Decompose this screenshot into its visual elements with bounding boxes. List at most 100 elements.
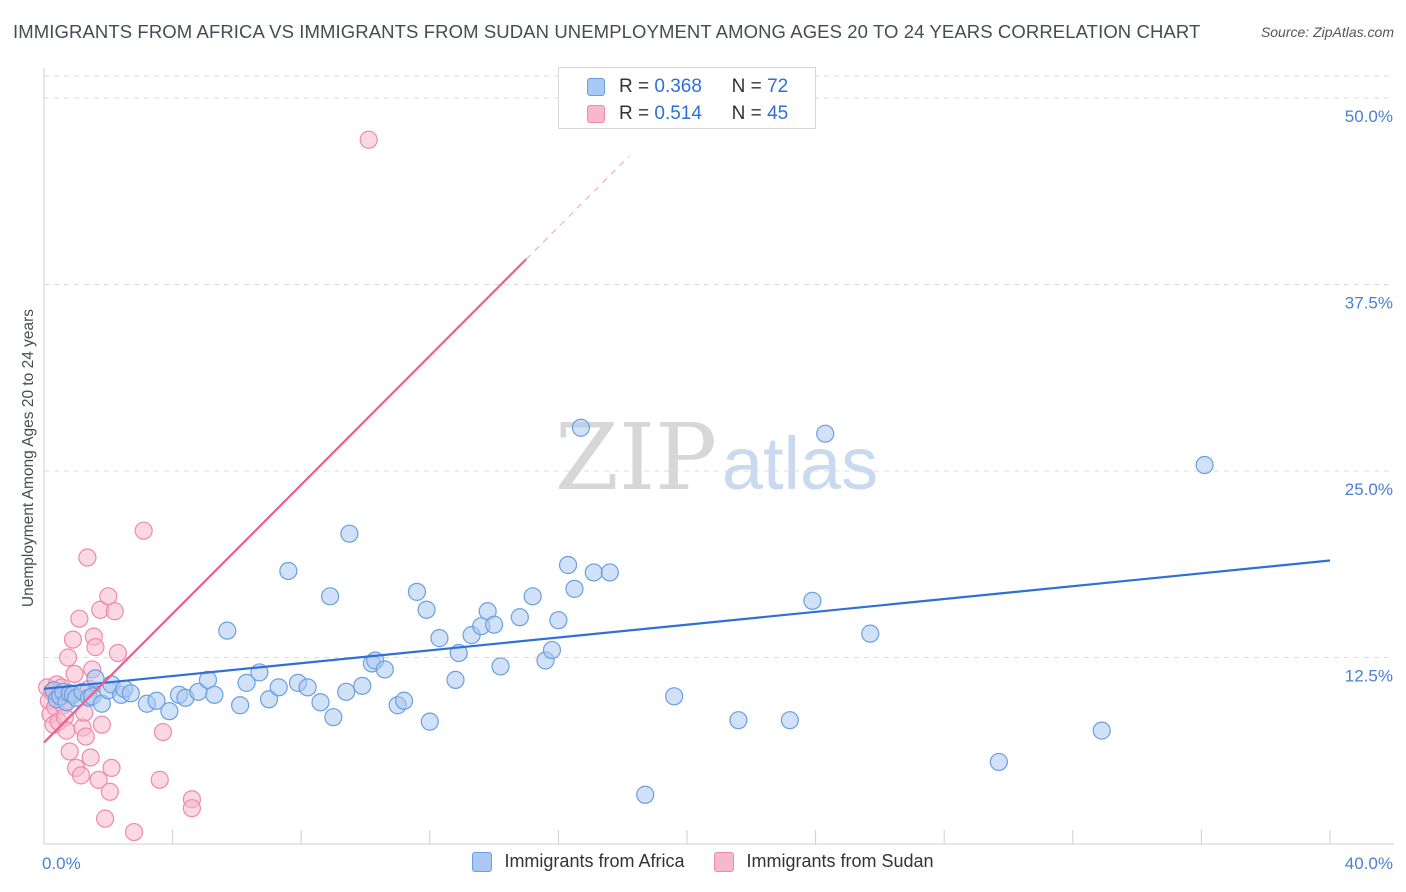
sudan-point xyxy=(63,630,83,649)
legend-label-sudan: Immigrants from Sudan xyxy=(746,851,934,871)
africa-point xyxy=(269,678,288,697)
africa-point xyxy=(259,690,279,709)
sudan-point xyxy=(124,822,144,842)
africa-point xyxy=(665,687,684,706)
africa-point xyxy=(340,524,359,543)
legend-r-value-africa: 0.368 xyxy=(654,76,702,97)
africa-point xyxy=(430,629,449,648)
legend-n-label: N = xyxy=(731,76,762,97)
africa-point xyxy=(321,587,340,606)
series-legend: Immigrants from Africa Immigrants from S… xyxy=(0,851,1406,872)
sudan-point xyxy=(153,722,173,742)
africa-point xyxy=(237,673,256,692)
africa-point xyxy=(816,424,835,443)
africa-point xyxy=(549,611,568,630)
legend-swatch-sudan xyxy=(714,851,735,872)
trend-line-africa xyxy=(43,559,1331,690)
trend-lines xyxy=(43,155,1331,744)
sudan-point xyxy=(95,809,115,828)
y-tick-label-3: 50.0% xyxy=(1345,107,1393,126)
source-label: Source: ZipAtlas.com xyxy=(1260,24,1394,40)
africa-point xyxy=(353,676,372,695)
africa-point xyxy=(298,678,317,697)
sudan-point xyxy=(71,766,91,785)
africa-point xyxy=(394,691,414,710)
africa-point xyxy=(279,561,298,581)
legend-item-africa[interactable]: Immigrants from Africa xyxy=(472,851,684,872)
africa-point xyxy=(1195,455,1214,475)
legend-item-sudan[interactable]: Immigrants from Sudan xyxy=(714,851,934,872)
africa-point xyxy=(375,660,394,679)
axes xyxy=(43,68,1394,845)
africa-point xyxy=(324,708,343,727)
africa-point xyxy=(600,563,619,582)
tick-labels: 12.5% 25.0% 37.5% 50.0% 0.0% 40.0% xyxy=(42,107,1393,873)
africa-point xyxy=(584,563,603,582)
africa-point xyxy=(417,600,436,619)
sudan-point xyxy=(100,782,120,801)
grid-lines xyxy=(44,75,1394,658)
africa-point xyxy=(407,582,427,601)
africa-point xyxy=(565,579,584,598)
y-axis-label: Unemployment Among Ages 20 to 24 years xyxy=(20,308,37,608)
legend-swatch-africa xyxy=(472,851,493,872)
sudan-point xyxy=(65,664,84,684)
africa-point xyxy=(218,621,237,640)
africa-point xyxy=(337,682,356,701)
africa-point xyxy=(636,785,655,804)
legend-r-label: R = xyxy=(619,103,650,124)
legend-row-sudan: R = 0.514 N = 45 xyxy=(587,102,788,126)
africa-point xyxy=(446,670,465,689)
africa-point xyxy=(147,691,166,710)
y-tick-label-1: 25.0% xyxy=(1345,480,1393,499)
africa-point xyxy=(485,615,504,634)
chart-title: IMMIGRANTS FROM AFRICA VS IMMIGRANTS FRO… xyxy=(13,21,1201,42)
africa-point xyxy=(491,657,510,676)
africa-point xyxy=(510,608,529,627)
trend-line-sudan xyxy=(43,258,528,744)
africa-point xyxy=(311,693,330,712)
watermark: ZIP atlas xyxy=(555,404,878,511)
africa-point xyxy=(420,712,439,731)
trend-line-sudan-extension xyxy=(525,155,630,260)
africa-point xyxy=(542,640,562,660)
sudan-point xyxy=(105,602,124,621)
legend-swatch-africa xyxy=(587,78,605,96)
africa-point xyxy=(861,624,880,643)
watermark-atlas: atlas xyxy=(722,422,878,505)
x-tick-label-min: 0.0% xyxy=(42,854,81,873)
sudan-point xyxy=(134,521,153,540)
legend-r-label: R = xyxy=(619,76,650,97)
africa-point xyxy=(558,555,578,575)
sudan-point xyxy=(59,648,78,667)
legend-n-label: N = xyxy=(731,103,762,124)
africa-point xyxy=(803,591,822,610)
legend-r-value-sudan: 0.514 xyxy=(654,103,702,124)
sudan-point xyxy=(78,548,97,567)
africa-point xyxy=(729,711,748,730)
sudan-point xyxy=(86,637,105,657)
africa-point xyxy=(989,752,1008,772)
sudan-point xyxy=(102,758,121,778)
sudan-point xyxy=(182,799,201,818)
series-sudan-points xyxy=(38,130,378,842)
sudan-point xyxy=(89,770,108,789)
africa-point xyxy=(780,711,799,730)
sudan-point xyxy=(60,742,79,761)
y-tick-label-0: 12.5% xyxy=(1345,667,1393,686)
sudan-point xyxy=(92,715,111,734)
legend-row-africa: R = 0.368 N = 72 xyxy=(587,75,788,99)
africa-point xyxy=(231,696,250,715)
legend-n-value-africa: 72 xyxy=(767,76,789,97)
correlation-legend: R = 0.368 N = 72 R = 0.514 N = 45 xyxy=(558,67,816,129)
sudan-point xyxy=(81,748,100,767)
africa-point xyxy=(205,685,224,704)
sudan-point xyxy=(108,643,128,663)
sudan-point xyxy=(70,609,89,628)
africa-point xyxy=(160,702,179,721)
x-tick-label-max: 40.0% xyxy=(1345,854,1393,873)
africa-point xyxy=(121,684,140,703)
legend-n-value-sudan: 45 xyxy=(767,103,789,124)
africa-point xyxy=(1092,721,1111,740)
